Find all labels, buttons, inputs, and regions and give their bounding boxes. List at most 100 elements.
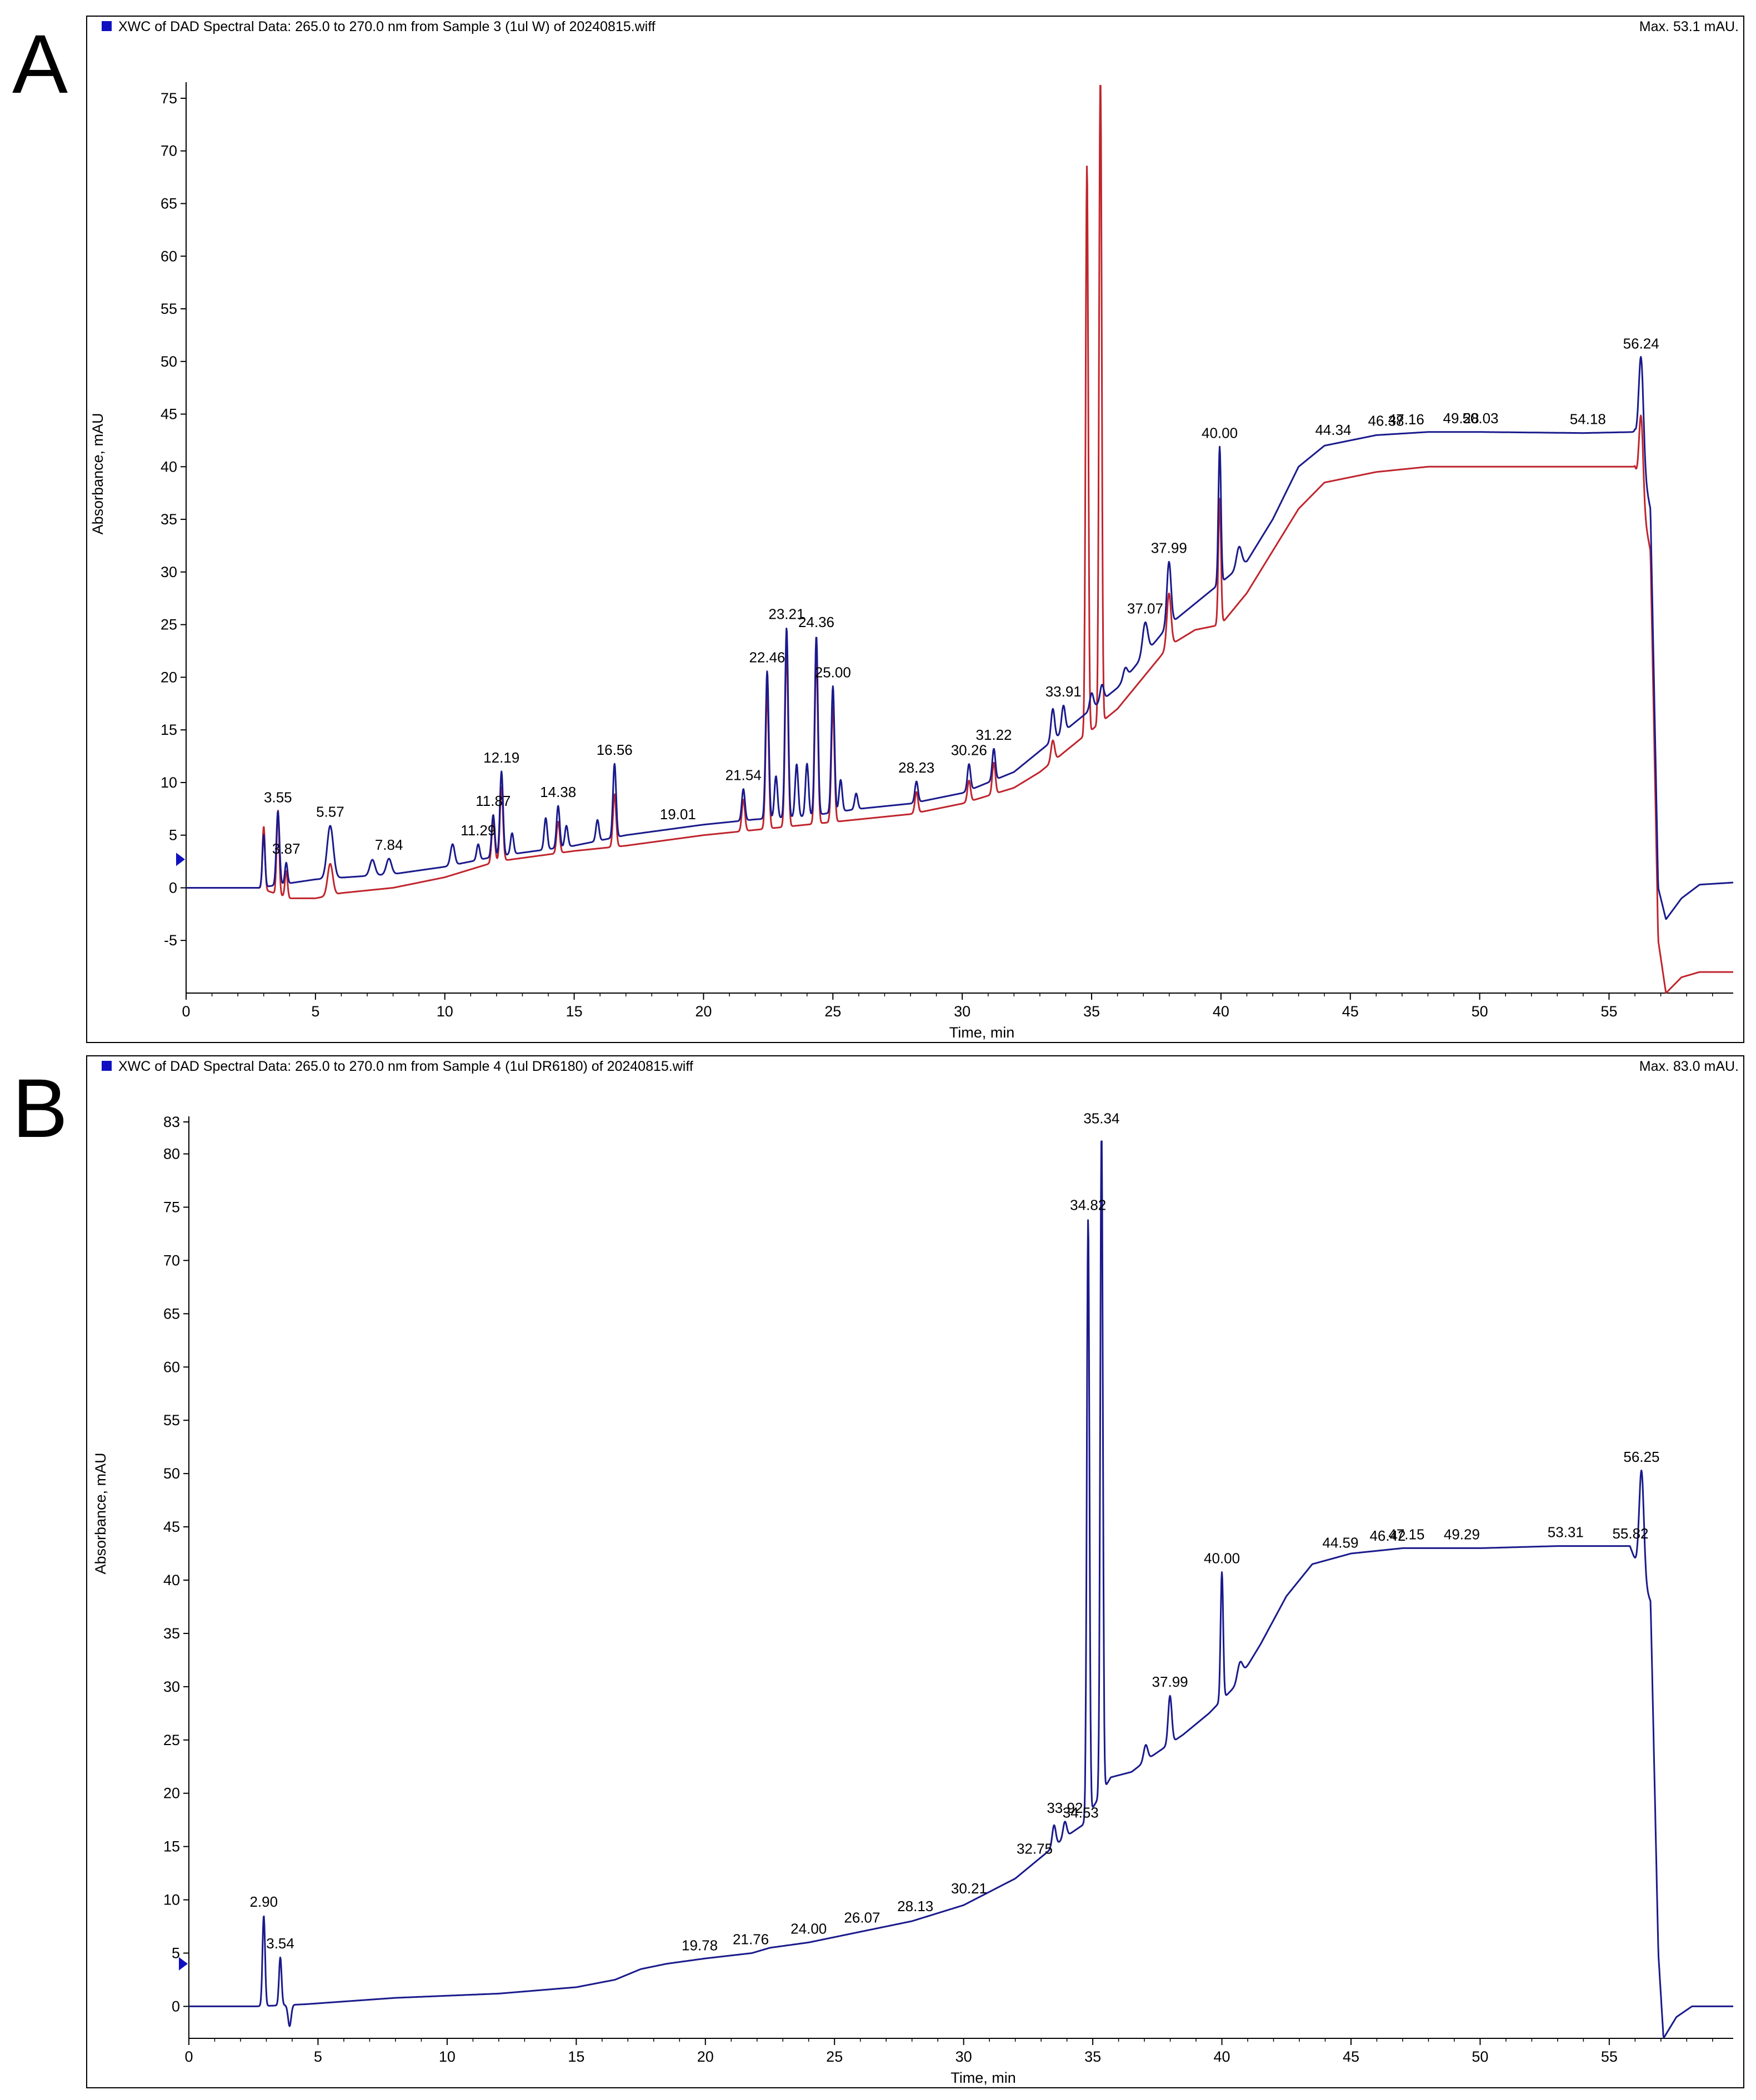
blue-trace xyxy=(186,356,1734,920)
panel-letter-b: B xyxy=(12,1061,68,1155)
x-tick-label: 5 xyxy=(311,1003,319,1020)
peak-label: 3.87 xyxy=(272,840,301,857)
peak-label: 22.46 xyxy=(749,649,785,666)
y-tick-label: 60 xyxy=(163,1359,180,1375)
chromatogram-panel-b: XWC of DAD Spectral Data: 265.0 to 270.0… xyxy=(86,1055,1744,2088)
y-tick-label: 10 xyxy=(163,1892,180,1908)
peak-label: 35.34 xyxy=(1083,1110,1119,1127)
y-tick-label: 70 xyxy=(161,143,177,159)
peak-label: 47.16 xyxy=(1388,411,1424,428)
baseline-marker-icon xyxy=(176,853,185,866)
peak-label: 11.87 xyxy=(476,793,511,809)
peak-label: 49.29 xyxy=(1444,1526,1480,1542)
x-tick-label: 50 xyxy=(1472,1003,1488,1020)
peak-label: 37.99 xyxy=(1152,1673,1188,1690)
x-tick-label: 25 xyxy=(826,2048,843,2065)
peak-label: 37.99 xyxy=(1151,539,1187,556)
y-tick-label: 35 xyxy=(161,511,177,528)
plot-area: 0 5 10 15 20 25 30 35 40 45 50 55 0 5 10 15 20 25 30 35 40 45… xyxy=(92,1110,1734,2086)
x-axis-title: Time, min xyxy=(950,2069,1016,2086)
y-tick-label: 55 xyxy=(163,1412,180,1429)
chart-header: XWC of DAD Spectral Data: 265.0 to 270.0… xyxy=(118,19,656,34)
x-tick-label: 10 xyxy=(439,2048,456,2065)
y-tick-label: 0 xyxy=(172,1998,180,2014)
peak-label: 34.82 xyxy=(1070,1197,1106,1214)
peak-label: 23.21 xyxy=(768,606,804,623)
y-tick-label: 45 xyxy=(161,406,177,423)
y-tick-label: 40 xyxy=(161,458,177,475)
panel-letter-a: A xyxy=(12,17,68,111)
peak-label: 19.01 xyxy=(660,806,696,823)
x-tick-label: 0 xyxy=(184,2048,193,2065)
x-tick-label: 5 xyxy=(314,2048,322,2065)
x-tick-label: 20 xyxy=(695,1003,712,1020)
y-tick-label: 0 xyxy=(169,879,177,896)
peak-label: 46.38 xyxy=(1368,412,1404,429)
peak-label: 34.53 xyxy=(1063,1805,1099,1821)
x-tick-label: 30 xyxy=(954,1003,970,1020)
peak-label: 50.03 xyxy=(1462,410,1498,427)
y-tick-label: 70 xyxy=(163,1252,180,1269)
y-tick-label: 50 xyxy=(161,353,177,370)
chromatogram-chart-b: XWC of DAD Spectral Data: 265.0 to 270.0… xyxy=(86,1055,1744,2088)
peak-label: 49.28 xyxy=(1443,410,1479,427)
red-trace xyxy=(186,84,1734,994)
chromatogram-chart-a: XWC of DAD Spectral Data: 265.0 to 270.0… xyxy=(86,16,1744,1043)
peak-label: 14.38 xyxy=(540,784,576,800)
plot-frame xyxy=(86,1055,1744,2088)
x-tick-label: 0 xyxy=(182,1003,190,1020)
peak-label: 37.07 xyxy=(1127,600,1163,617)
y-tick-label: 65 xyxy=(163,1305,180,1322)
x-tick-label: 25 xyxy=(824,1003,841,1020)
y-tick-label: 83 xyxy=(163,1114,180,1130)
y-tick-label: 15 xyxy=(163,1838,180,1855)
x-axis-title: Time, min xyxy=(949,1024,1015,1041)
y-tick-label: 20 xyxy=(163,1785,180,1802)
x-tick-label: 20 xyxy=(697,2048,714,2065)
x-tick-label: 45 xyxy=(1343,2048,1359,2065)
x-tick-label: 35 xyxy=(1083,1003,1100,1020)
y-axis-title: Absorbance, mAU xyxy=(89,413,106,534)
peak-label: 47.15 xyxy=(1388,1526,1424,1542)
header-marker-icon xyxy=(102,1061,112,1071)
peak-label: 30.21 xyxy=(951,1880,987,1897)
peak-label: 2.90 xyxy=(250,1893,278,1910)
y-tick-label: 65 xyxy=(161,195,177,212)
chromatogram-panel-a: XWC of DAD Spectral Data: 265.0 to 270.0… xyxy=(86,16,1744,1043)
y-tick-label: 75 xyxy=(163,1199,180,1215)
peak-label: 44.59 xyxy=(1322,1534,1358,1551)
peak-label: 44.34 xyxy=(1315,422,1351,438)
peak-label: 25.00 xyxy=(815,664,851,681)
x-tick-label: 30 xyxy=(955,2048,972,2065)
peak-label: 30.26 xyxy=(951,742,987,759)
y-tick-label: 10 xyxy=(161,774,177,791)
x-tick-label: 55 xyxy=(1600,1003,1617,1020)
peak-label: 21.54 xyxy=(726,767,762,784)
y-tick-label: 50 xyxy=(163,1465,180,1482)
peak-label: 16.56 xyxy=(597,741,633,758)
peak-label: 28.13 xyxy=(897,1898,933,1914)
x-tick-label: 55 xyxy=(1601,2048,1618,2065)
peak-label: 3.54 xyxy=(266,1935,294,1952)
plot-frame xyxy=(86,16,1744,1043)
y-tick-label: 55 xyxy=(161,300,177,317)
peak-label: 19.78 xyxy=(682,1937,718,1954)
x-tick-label: 40 xyxy=(1214,2048,1230,2065)
x-tick-label: 50 xyxy=(1472,2048,1488,2065)
peak-label: 32.75 xyxy=(1017,1840,1053,1857)
y-tick-label: 30 xyxy=(163,1678,180,1695)
peak-label: 5.57 xyxy=(316,804,344,820)
peak-label: 11.29 xyxy=(461,822,496,839)
peak-label: 33.92 xyxy=(1047,1800,1083,1816)
peak-label: 24.36 xyxy=(798,614,834,630)
y-tick-label: 75 xyxy=(161,90,177,107)
y-tick-label: 25 xyxy=(163,1732,180,1748)
y-tick-label: 35 xyxy=(163,1625,180,1642)
peak-label: 54.18 xyxy=(1570,411,1606,428)
peak-label: 53.31 xyxy=(1548,1524,1584,1541)
max-absorbance-label: Max. 53.1 mAU. xyxy=(1639,19,1739,34)
y-axis-title: Absorbance, mAU xyxy=(92,1452,109,1574)
x-tick-label: 10 xyxy=(437,1003,453,1020)
y-tick-label: 5 xyxy=(169,827,177,844)
peak-label: 7.84 xyxy=(375,836,403,853)
